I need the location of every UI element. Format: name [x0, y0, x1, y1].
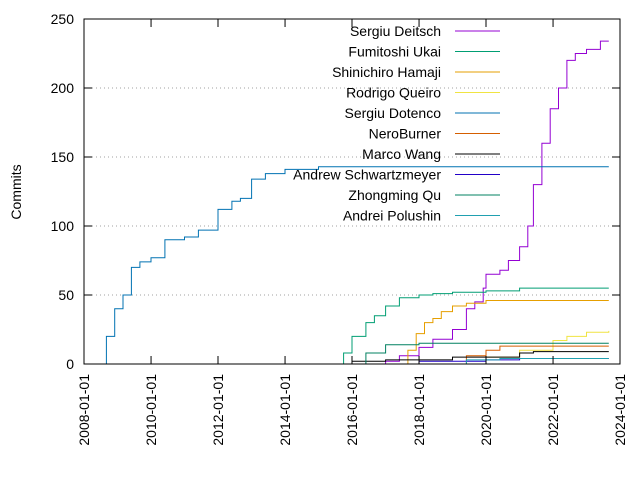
- legend-label: Andrei Polushin: [343, 208, 441, 224]
- x-tick-label: 2024-01-01: [612, 374, 628, 446]
- y-tick-label: 100: [51, 218, 75, 234]
- legend: Sergiu Deitsch Fumitoshi Ukai Shinichiro H…: [293, 23, 500, 224]
- x-tick-label: 2018-01-01: [411, 374, 427, 446]
- y-tick-label: 150: [51, 149, 75, 165]
- series-line: [399, 300, 609, 365]
- x-tick-label: 2022-01-01: [545, 374, 561, 446]
- series-line: [338, 287, 609, 365]
- x-tick-label: 2014-01-01: [277, 374, 293, 446]
- legend-label: Fumitoshi Ukai: [348, 44, 441, 60]
- y-axis-label: Commits: [8, 164, 24, 219]
- x-tick-label: 2016-01-01: [344, 374, 360, 446]
- series-line: [365, 40, 609, 365]
- legend-label: Rodrigo Queiro: [346, 85, 441, 101]
- y-tick-label: 200: [51, 80, 75, 96]
- x-tick-label: 2010-01-01: [143, 374, 159, 446]
- legend-label: Andrew Schwartzmeyer: [293, 167, 441, 183]
- legend-label: Zhongming Qu: [348, 187, 441, 203]
- series-line: [352, 342, 609, 365]
- series-line: [466, 330, 610, 365]
- x-tick-label: 2012-01-01: [210, 374, 226, 446]
- axis-ticks: 0 50 100 150 200 250 2008-01-01 2010-01-01 2012-…: [51, 11, 628, 446]
- x-tick-label: 2020-01-01: [478, 374, 494, 446]
- y-tick-label: 50: [58, 287, 74, 303]
- series-line: [365, 358, 609, 365]
- legend-label: Marco Wang: [362, 146, 441, 162]
- legend-label: Sergiu Dotenco: [344, 105, 441, 121]
- y-tick-label: 0: [66, 356, 74, 372]
- series-line: [97, 166, 609, 365]
- legend-label: Sergiu Deitsch: [350, 23, 441, 39]
- y-tick-label: 250: [51, 11, 75, 27]
- x-tick-label: 2008-01-01: [76, 374, 92, 446]
- legend-label: Shinichiro Hamaji: [332, 64, 441, 80]
- y-grid: [84, 87, 620, 296]
- legend-label: NeroBurner: [369, 126, 442, 142]
